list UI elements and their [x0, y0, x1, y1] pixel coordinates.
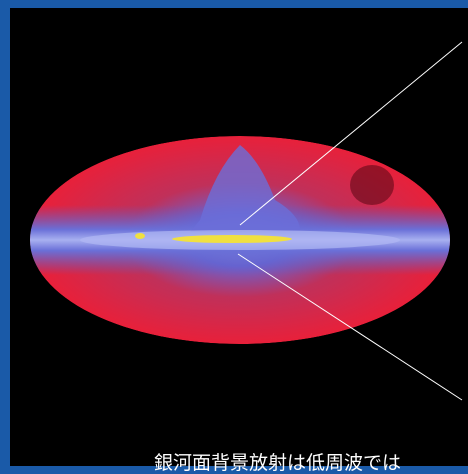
- caption: 銀河面背景放射は低周波では: [154, 452, 402, 474]
- all-sky-map: [30, 136, 450, 344]
- pointer-line: [237, 253, 463, 401]
- pointer-line: [239, 41, 463, 226]
